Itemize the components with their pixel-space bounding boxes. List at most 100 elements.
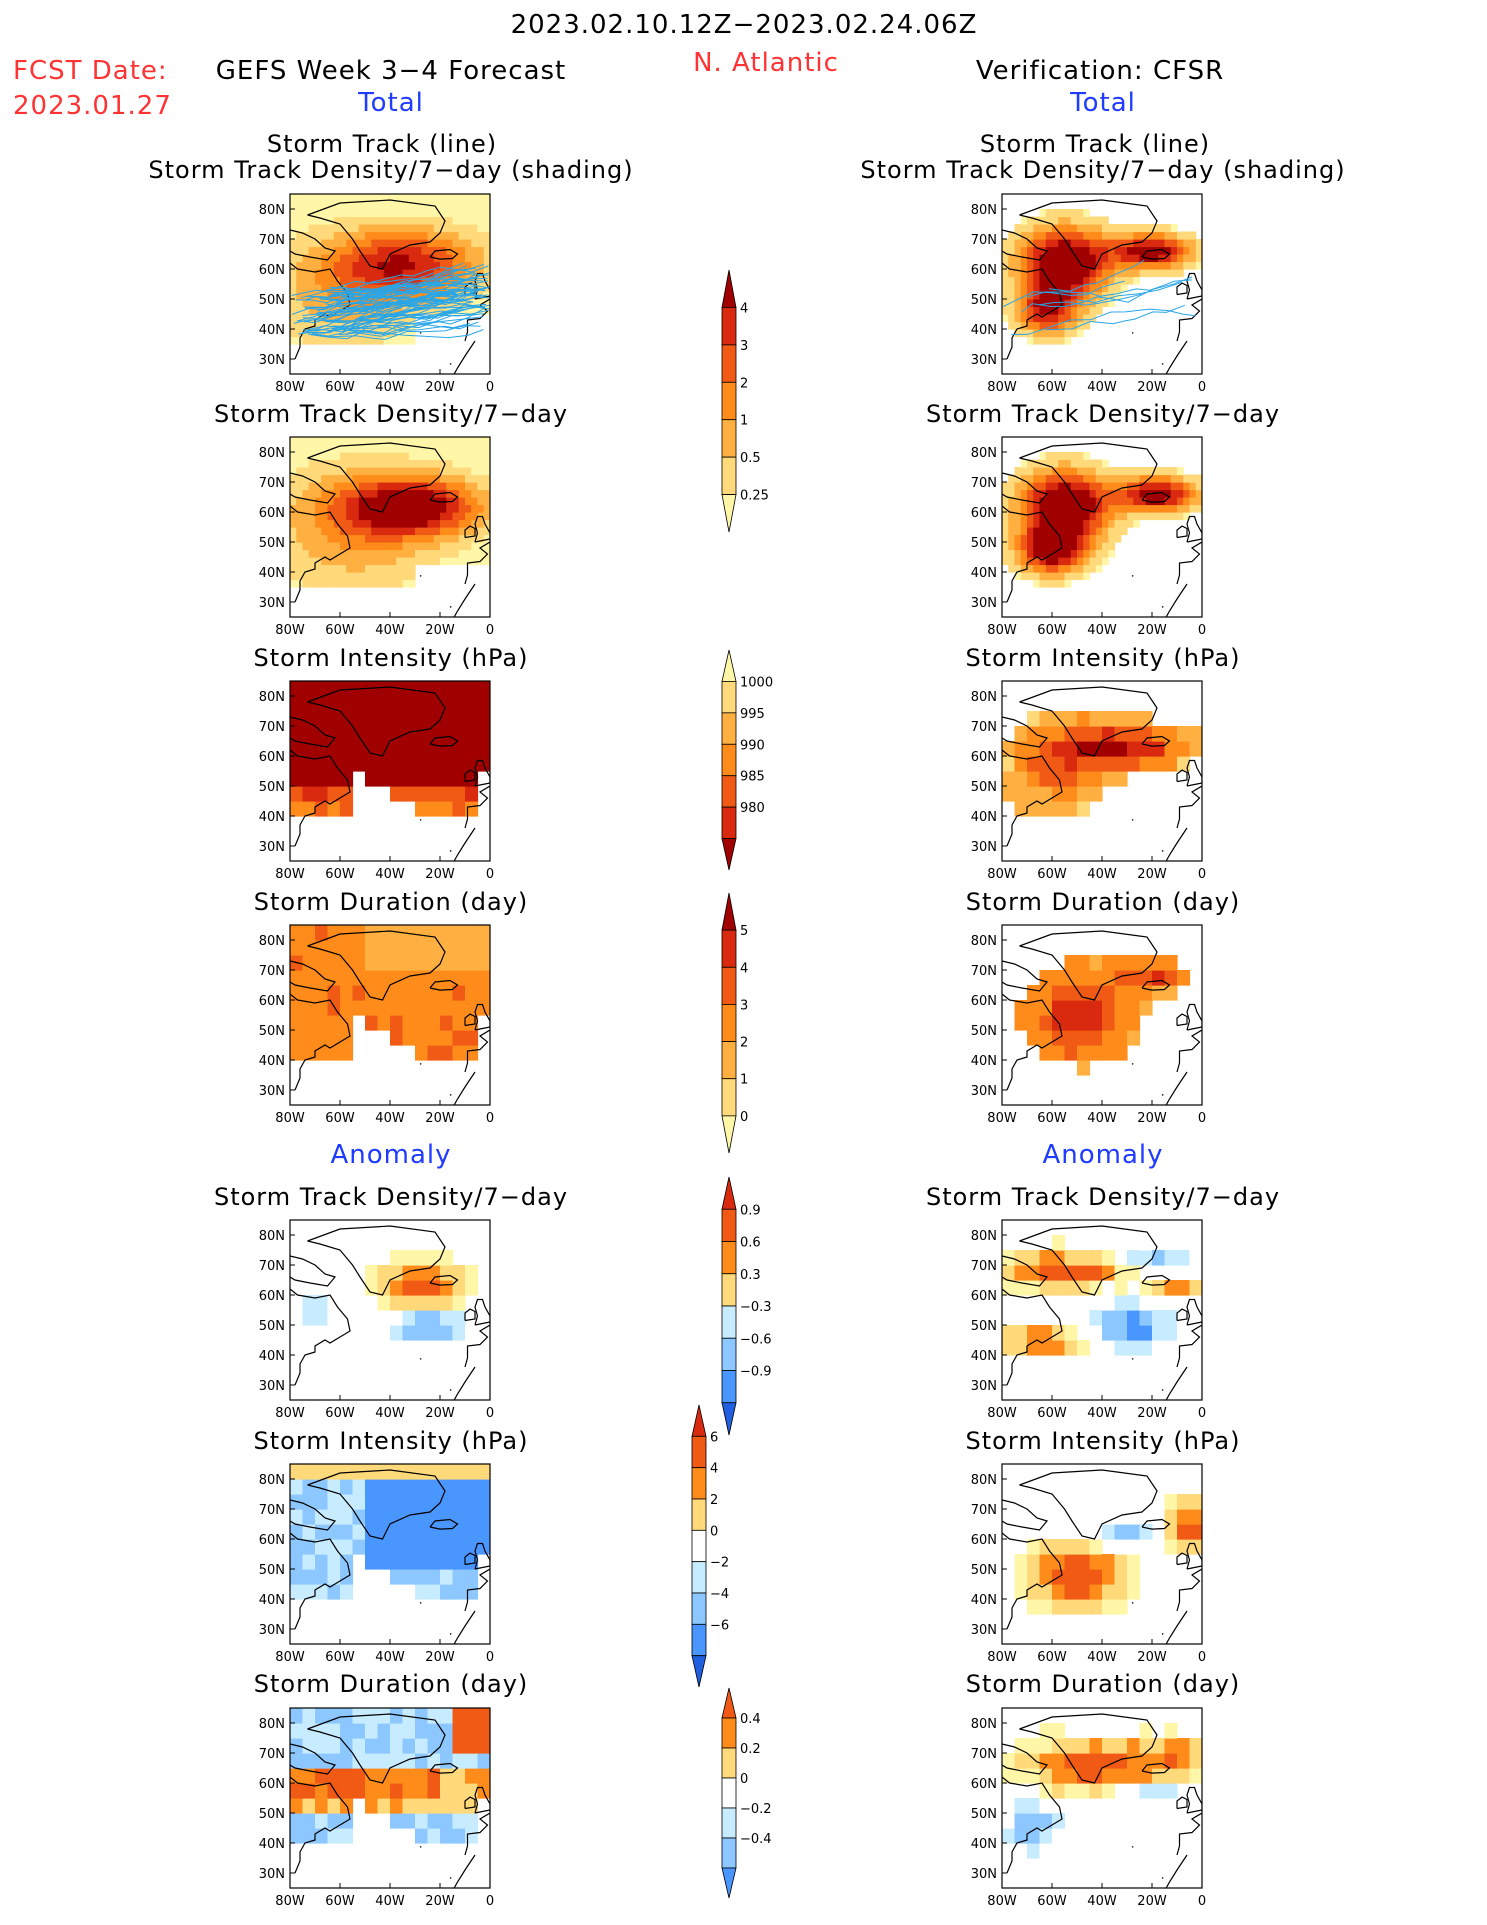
heatmap-cell [1045,314,1053,323]
heatmap-cell [1027,1798,1041,1814]
coastline [1002,1776,1063,1874]
heatmap-cell [327,1524,341,1540]
heatmap-cell [465,437,472,446]
coastline [453,340,476,374]
coastline [1165,1854,1188,1888]
heatmap-cell [365,254,372,263]
heatmap-cell [1014,254,1022,263]
heatmap-cell [1052,314,1059,323]
heatmap-cell [358,239,366,248]
heatmap-cell [402,444,410,453]
heatmap-cell [1058,527,1066,536]
heatmap-cell [415,801,429,817]
colorbar-segment [691,1435,707,1469]
heatmap-cell [340,504,347,513]
heatmap-cell [471,269,479,278]
heatmap-cell [1164,254,1172,263]
heatmap-cell [1102,1584,1116,1600]
heatmap-cell [358,216,366,225]
heatmap-cell [440,1569,454,1585]
heatmap-cell [365,452,372,461]
heatmap-cell [365,321,372,330]
coastline [1186,272,1202,300]
heatmap-cell [465,306,472,315]
heatmap-cell [346,557,354,566]
heatmap-cell [1027,1843,1041,1859]
heatmap-cell [1102,1738,1116,1754]
heatmap-cell [1164,756,1178,772]
heatmap-cell [1170,467,1178,476]
heatmap-field [290,1220,490,1400]
heatmap-cell [390,482,397,491]
storm-track [347,321,479,337]
heatmap-cell [1058,276,1066,285]
heatmap-cell [427,985,441,1001]
heatmap-cell [1127,254,1134,263]
heatmap-cell [477,527,485,536]
heatmap-cell [346,276,354,285]
heatmap-cell [346,246,354,255]
heatmap-cell [1083,284,1091,293]
heatmap-cell [1127,741,1141,757]
heatmap-cell [315,437,322,446]
heatmap-cell [1033,276,1041,285]
heatmap-cell [1064,1045,1078,1061]
heatmap-cell [1064,572,1072,581]
heatmap-cell [1058,284,1066,293]
lat-tick-label: 70N [971,233,997,248]
heatmap-cell [1077,1340,1091,1356]
heatmap-cell [1064,1000,1078,1016]
heatmap-cell [1120,276,1128,285]
heatmap-cell [440,239,447,248]
heatmap-cell [1152,224,1159,233]
heatmap-cell [333,239,341,248]
heatmap-cell [308,194,316,203]
heatmap-cell [1177,1494,1191,1510]
heatmap-cell [1102,542,1109,551]
heatmap-cell [296,291,304,300]
panel-title: Storm Track Density/7−day [213,1183,569,1211]
heatmap-cell [365,1753,379,1769]
heatmap-cell [358,269,366,278]
heatmap-cell [352,512,360,521]
coastline [1186,1542,1202,1570]
heatmap-cell [1002,512,1009,521]
heatmap-cell [308,519,316,528]
heatmap-cell [483,497,490,506]
heatmap-cell [427,801,441,817]
coastline [1002,1499,1049,1531]
heatmap-cell [458,489,466,498]
heatmap-field [1002,681,1202,861]
heatmap-cell [1020,497,1028,506]
heatmap-cell [421,489,429,498]
heatmap-cell [377,512,385,521]
coastline [429,979,459,991]
heatmap-cell [408,482,416,491]
heatmap-cell [302,489,310,498]
heatmap-cell [1039,231,1047,240]
heatmap-cell [1089,1584,1103,1600]
colorbar-end-triangle [691,1655,707,1688]
heatmap-cell [327,1813,341,1829]
heatmap-cell [483,299,490,308]
heatmap-cell [452,1798,466,1814]
colorbar-segment [721,344,737,383]
heatmap-cell [446,542,454,551]
heatmap-cell [465,527,472,536]
heatmap-cell [1039,1843,1053,1859]
colorbar-segment [721,681,737,714]
heatmap-cell [365,1000,379,1016]
heatmap-cell [1058,239,1066,248]
heatmap-cell [1052,306,1059,315]
heatmap-cell [433,284,441,293]
coastline [1165,827,1188,861]
heatmap-cell [402,925,416,941]
heatmap-cell [440,224,447,233]
heatmap-cell [408,474,416,483]
heatmap-cell [352,564,360,573]
heatmap-cell [340,756,354,772]
heatmap-cell [302,1310,316,1326]
heatmap-cell [1108,519,1116,528]
heatmap-cell [1020,482,1028,491]
heatmap-cell [1158,246,1166,255]
